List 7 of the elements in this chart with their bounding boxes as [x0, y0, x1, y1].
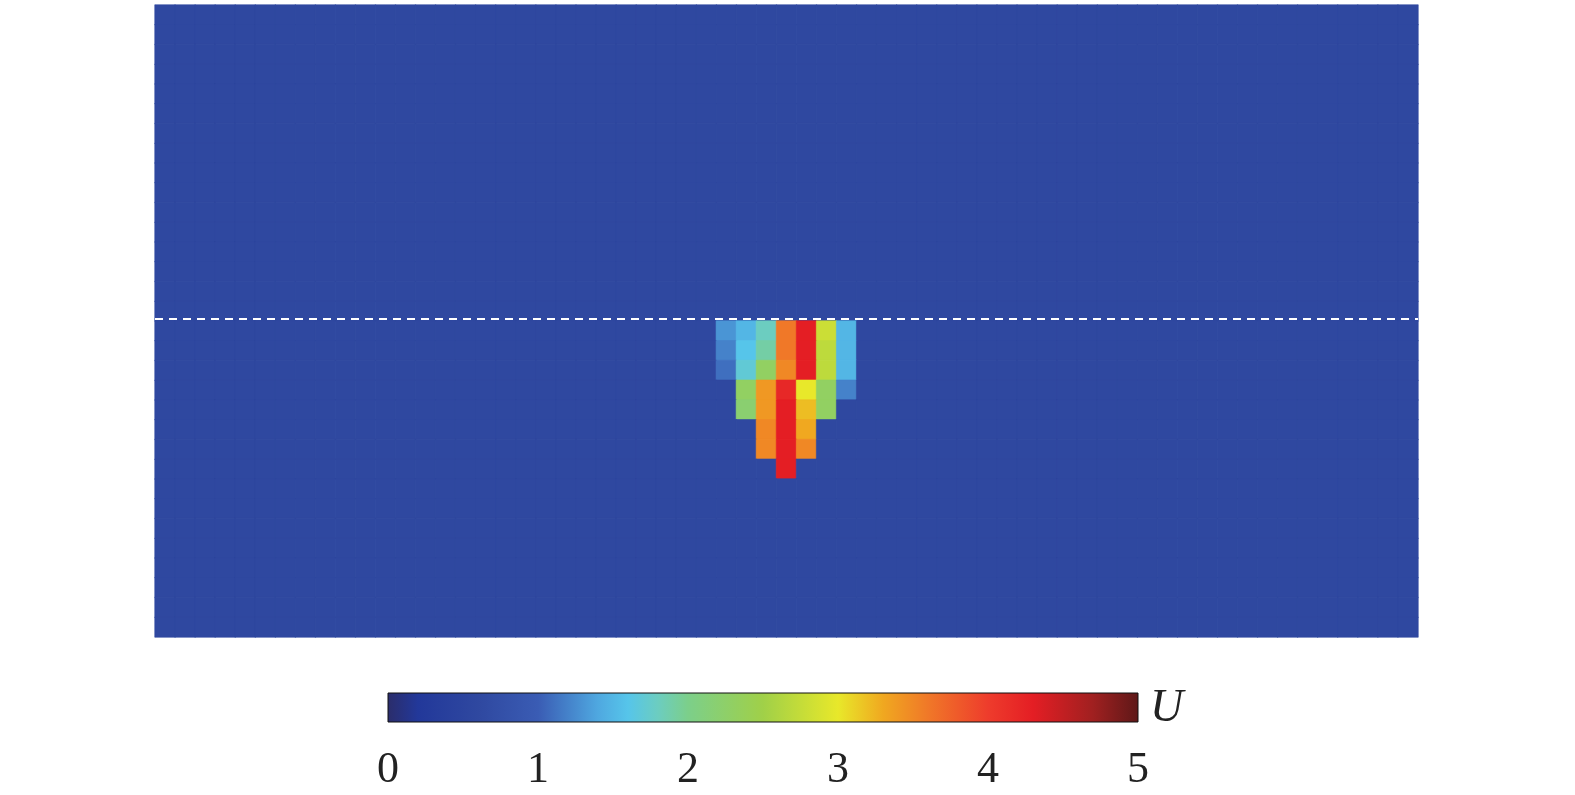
color-bar-label: 5	[1127, 742, 1149, 792]
color-bar-label: 0	[377, 742, 399, 792]
color-bar-label: 3	[827, 742, 849, 792]
color-bar-label: 2	[677, 742, 699, 792]
color-bar-label: 1	[527, 742, 549, 792]
color-bar-title: U	[1150, 680, 1186, 731]
color-bar-label: 4	[977, 742, 999, 792]
